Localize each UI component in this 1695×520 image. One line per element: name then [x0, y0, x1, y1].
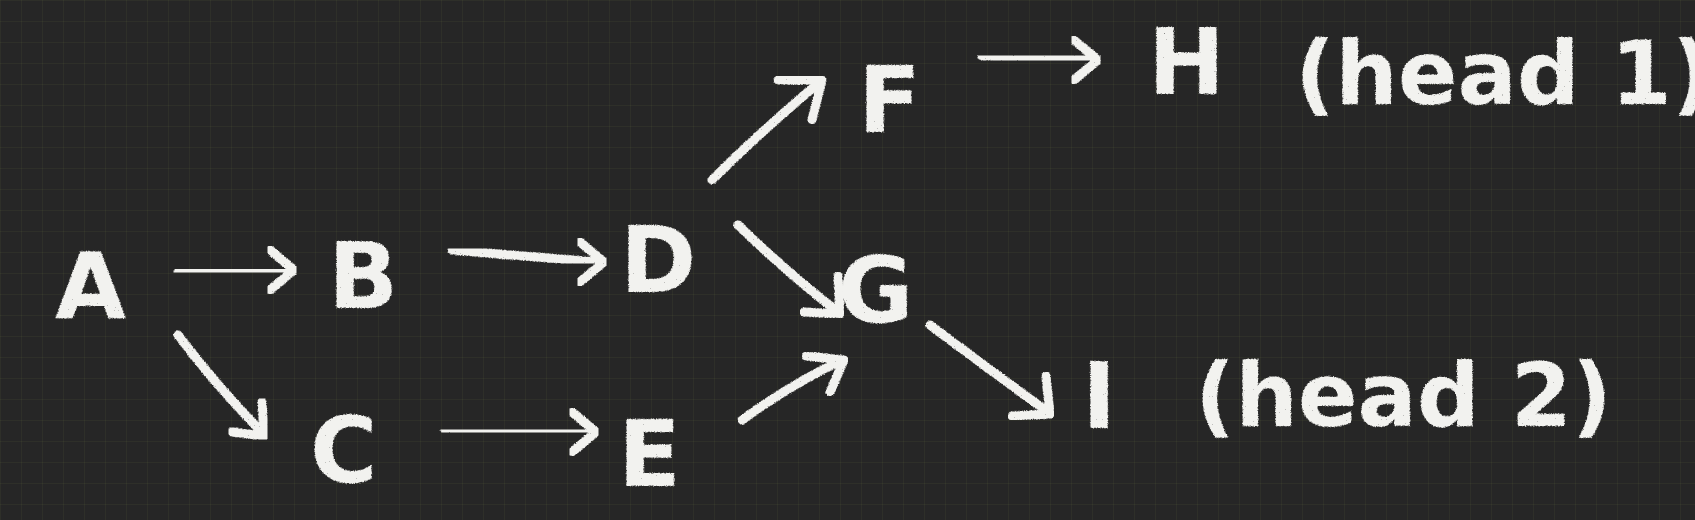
node-d: D	[620, 207, 696, 314]
node-b: B	[328, 223, 398, 330]
head2-label: (head 2)	[1195, 344, 1612, 447]
edge-d-f	[707, 75, 827, 185]
edge-b-d	[447, 237, 609, 287]
edge-e-g	[737, 351, 849, 425]
edge-a-b	[173, 245, 299, 295]
node-e: E	[618, 401, 681, 508]
edge-g-i	[925, 320, 1055, 421]
node-i: I	[1082, 343, 1116, 450]
edge-c-e	[440, 407, 601, 457]
head1-label: (head 1)	[1295, 22, 1695, 125]
node-c: C	[310, 397, 378, 504]
edge-f-h	[977, 35, 1103, 85]
nodes: A B C D E F G H I	[55, 9, 1225, 508]
edge-d-g	[733, 220, 845, 319]
edge-a-c	[173, 330, 269, 441]
edges	[173, 35, 1103, 457]
node-f: F	[858, 47, 921, 154]
annotations: (head 1) (head 2)	[1195, 22, 1695, 447]
node-a: A	[55, 233, 126, 340]
node-g: G	[838, 237, 914, 344]
node-h: H	[1148, 9, 1225, 116]
